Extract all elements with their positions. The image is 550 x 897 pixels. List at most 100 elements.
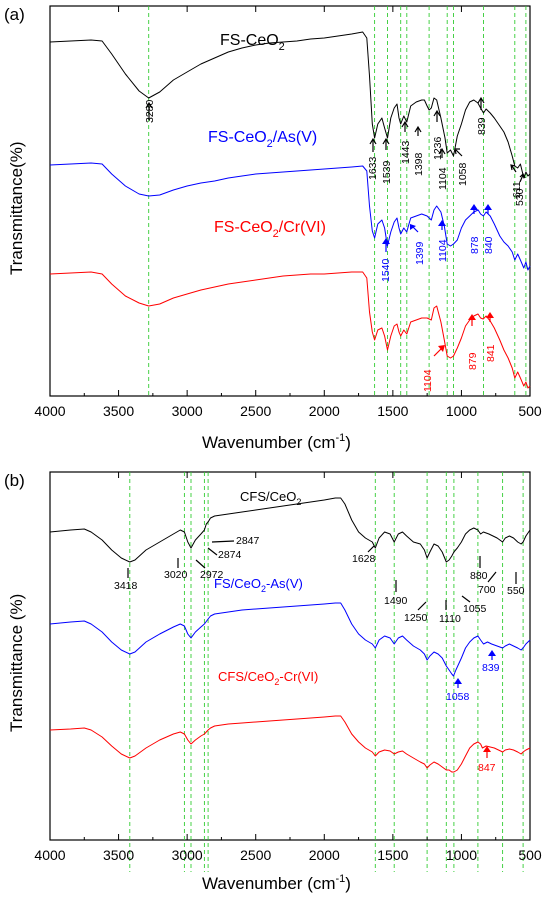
panel-b-label: (b) — [4, 471, 25, 490]
x-tick-label: 500 — [518, 403, 542, 419]
peak-label: 839 — [476, 117, 488, 135]
peak-label: 1055 — [463, 603, 487, 615]
peak-label: 1443 — [400, 140, 412, 164]
panel-a: (a) 4000 3500 3000 2500 2000 1500 1000 500 FS-C… — [4, 5, 542, 452]
x-tick-label: 3000 — [172, 403, 203, 419]
arrow-head — [486, 312, 494, 318]
arrow — [369, 137, 377, 152]
peak-label: 878 — [469, 236, 481, 254]
peak-label: 530 — [514, 188, 526, 206]
panel-b-arrows — [127, 540, 517, 758]
peak-label: 1250 — [404, 612, 428, 624]
x-tick-label: 1000 — [446, 403, 477, 419]
panel-a-arrows — [145, 96, 526, 357]
peak-label: 1104 — [422, 369, 434, 392]
series-label-fs-ceo2: FS-CeO2 — [220, 32, 285, 53]
arrow — [461, 595, 471, 603]
panel-b-reference-lines — [129, 472, 524, 872]
x-tick-label: 2500 — [240, 403, 271, 419]
peak-label: 550 — [507, 585, 525, 597]
series-label-fs-ceo2-cr: FS-CeO2/Cr(VI) — [214, 219, 326, 240]
panel-a-ticks: 4000 3500 3000 2500 2000 1500 1000 500 — [34, 6, 542, 419]
series-line-b-2 — [49, 715, 531, 773]
panel-a-y-axis-label: Transmittance(%) — [7, 141, 26, 275]
arrow — [454, 148, 463, 157]
arrow — [207, 547, 218, 556]
panel-b-x-axis-label: Wavenumber (cm-1) — [202, 873, 351, 893]
arrow — [510, 164, 517, 173]
x-tick-label: 1500 — [377, 847, 408, 863]
series-label-fs-ceo2-as: FS-CeO2/As(V) — [208, 129, 317, 150]
panel-b-annotations: 3418 3020 2972 2874 2847 1628 1490 1250 … — [114, 535, 525, 774]
x-tick-label: 3000 — [172, 847, 203, 863]
x-tick-label: 4000 — [34, 847, 65, 863]
series-line-b-1 — [49, 602, 531, 677]
peak-label: 1633 — [367, 156, 379, 180]
panel-a-annotations: 3280 1633 1539 1443 1398 1236 1104 1058 … — [144, 99, 526, 392]
arrow — [382, 137, 390, 150]
peak-label: 700 — [478, 584, 496, 596]
arrow-head — [438, 345, 445, 352]
peak-label: 1490 — [384, 595, 408, 607]
arrow-head — [438, 220, 446, 226]
peak-label: 1058 — [446, 691, 470, 703]
x-tick-label: 2500 — [240, 847, 271, 863]
peak-label: 1628 — [352, 553, 376, 565]
x-tick-label: 2000 — [309, 847, 340, 863]
arrow — [367, 545, 375, 553]
panel-b-series — [49, 497, 531, 773]
arrow-head — [410, 224, 416, 230]
panel-a-label: (a) — [4, 5, 25, 24]
series-line-b-0 — [49, 497, 531, 563]
peak-label: 3020 — [164, 569, 188, 581]
arrow-head — [470, 204, 478, 210]
series-line-a-0 — [49, 31, 531, 179]
x-tick-label: 3500 — [103, 403, 134, 419]
x-tick-label: 1500 — [377, 403, 408, 419]
arrow — [417, 601, 427, 611]
panel-b-y-axis-label: Transmittance (%) — [7, 594, 26, 732]
arrow — [211, 540, 235, 543]
x-tick-label: 3500 — [103, 847, 134, 863]
arrow-head — [488, 650, 496, 656]
arrow-head — [483, 746, 491, 752]
series-label-cfs-ceo2: CFS/CeO2 — [240, 489, 301, 507]
peak-label: 1104 — [437, 239, 449, 262]
arrow — [519, 172, 526, 183]
panel-b-ticks: 4000 3500 3000 2500 2000 1500 1000 500 — [34, 472, 542, 863]
peak-label: 1104 — [437, 167, 449, 190]
panel-a-x-axis-label: Wavenumber (cm-1) — [202, 432, 351, 452]
series-label-cfs-ceo2-cr: CFS/CeO2-Cr(VI) — [218, 669, 318, 687]
peak-label: 1058 — [457, 162, 469, 186]
x-tick-label: 2000 — [309, 403, 340, 419]
x-tick-label: 4000 — [34, 403, 65, 419]
peak-label: 880 — [470, 570, 488, 582]
peak-label: 1540 — [380, 258, 392, 282]
x-tick-label: 500 — [518, 847, 542, 863]
arrow-head — [484, 204, 492, 210]
arrow-head — [454, 678, 462, 684]
arrow-head — [382, 238, 390, 244]
peak-label: 3280 — [144, 99, 156, 123]
peak-label: 841 — [485, 344, 497, 362]
series-line-a-2 — [49, 271, 531, 389]
arrow — [487, 571, 497, 583]
peak-label: 839 — [482, 662, 500, 674]
peak-label: 1110 — [439, 613, 461, 625]
arrow — [433, 347, 443, 357]
peak-label: 1236 — [432, 136, 444, 160]
peak-label: 1398 — [413, 152, 425, 176]
peak-label: 1539 — [381, 160, 393, 184]
arrow — [414, 125, 422, 136]
peak-label: 879 — [467, 352, 479, 370]
arrow — [433, 109, 441, 122]
arrow — [401, 120, 409, 132]
peak-label: 847 — [478, 762, 496, 774]
peak-label: 611 — [511, 181, 523, 198]
peak-label: 2874 — [218, 549, 242, 561]
panel-a-frame — [49, 5, 531, 397]
peak-label: 2972 — [200, 569, 224, 581]
series-line-a-1 — [49, 162, 531, 271]
arrow — [145, 101, 153, 120]
